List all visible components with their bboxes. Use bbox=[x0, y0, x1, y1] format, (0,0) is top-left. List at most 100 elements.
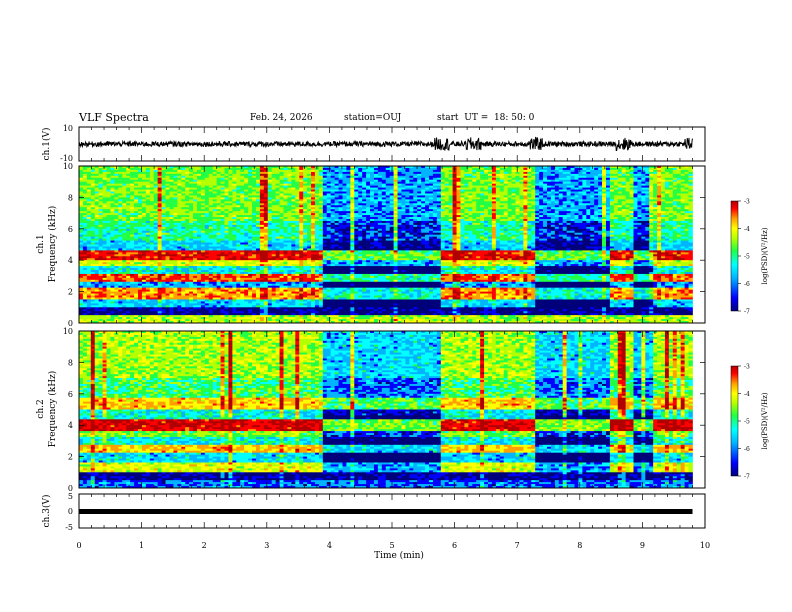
spectrogram-cell bbox=[212, 222, 217, 226]
spectrogram-cell bbox=[232, 167, 237, 171]
spectrogram-cell bbox=[602, 173, 607, 177]
spectrogram-cell bbox=[515, 195, 520, 198]
spectrogram-cell bbox=[173, 199, 178, 202]
spectrogram-cell bbox=[460, 187, 465, 190]
spectrogram-cell bbox=[546, 179, 552, 183]
spectrogram-cell bbox=[574, 195, 579, 198]
spectrogram-cell bbox=[425, 177, 430, 181]
spectrogram-cell bbox=[291, 189, 296, 192]
spectrogram-cell bbox=[586, 222, 591, 226]
spectrogram-cell bbox=[574, 197, 579, 200]
spectrogram-cell bbox=[546, 189, 552, 192]
spectrogram-cell bbox=[531, 171, 536, 175]
spectrogram-cell bbox=[574, 173, 579, 177]
spectrogram-cell bbox=[79, 185, 84, 188]
spectrogram-cell bbox=[495, 197, 501, 200]
spectrogram-cell bbox=[448, 166, 453, 169]
spectrogram-cell bbox=[185, 187, 190, 190]
spectrogram-cell bbox=[653, 205, 658, 208]
spectrogram-cell bbox=[299, 199, 304, 202]
spectrogram-cell bbox=[79, 222, 84, 226]
spectrogram-cell bbox=[535, 203, 540, 206]
spectrogram-cell bbox=[523, 185, 528, 188]
spectrogram-cell bbox=[645, 191, 650, 194]
spectrogram-cell bbox=[236, 203, 241, 206]
ch1-waveform-ylabel: ch.1(V) bbox=[41, 128, 52, 161]
spectrogram-cell bbox=[149, 199, 155, 202]
spectrogram-cell bbox=[299, 203, 304, 206]
spectrogram-cell bbox=[586, 195, 591, 198]
spectrogram-cell bbox=[574, 185, 579, 188]
spectrogram-cell bbox=[429, 193, 434, 196]
spectrogram-cell bbox=[417, 189, 422, 192]
spectrogram-cell bbox=[220, 169, 225, 173]
spectrogram-cell bbox=[523, 181, 528, 185]
spectrogram-cell bbox=[373, 193, 379, 196]
spectrogram-cell bbox=[169, 187, 174, 190]
spectrogram-cell bbox=[224, 203, 229, 206]
spectrogram-cell bbox=[468, 175, 473, 179]
spectrogram-cell bbox=[405, 193, 410, 196]
spectrogram-cell bbox=[641, 199, 646, 202]
spectrogram-cell bbox=[106, 181, 111, 185]
spectrogram-cell bbox=[421, 209, 426, 212]
spectrogram-cell bbox=[543, 169, 548, 173]
spectrogram-cell bbox=[480, 199, 485, 202]
spectrogram-cell bbox=[342, 191, 347, 194]
spectrogram-cell bbox=[472, 185, 477, 188]
spectrogram-cell bbox=[448, 205, 453, 208]
spectrogram-cell bbox=[196, 171, 202, 175]
spectrogram-cell bbox=[291, 209, 296, 212]
spectrogram-cell bbox=[535, 183, 540, 186]
spectrogram-cell bbox=[684, 177, 689, 181]
spectrogram-cell bbox=[444, 171, 450, 175]
spectrogram-cell bbox=[350, 173, 355, 177]
spectrogram-cell bbox=[153, 205, 158, 208]
spectrogram-cell bbox=[161, 185, 166, 188]
spectrogram-cell bbox=[535, 222, 540, 226]
spectrogram-cell bbox=[141, 191, 147, 194]
spectrogram-cell bbox=[507, 201, 512, 204]
spectrogram-cell bbox=[499, 175, 505, 179]
spectrogram-cell bbox=[86, 201, 92, 204]
spectrogram-cell bbox=[338, 207, 343, 210]
spectrogram-cell bbox=[421, 207, 426, 210]
spectrogram-cell bbox=[543, 189, 548, 192]
spectrogram-cell bbox=[263, 169, 269, 173]
spectrogram-cell bbox=[491, 189, 497, 192]
spectrogram-cell bbox=[330, 167, 335, 171]
spectrogram-cell bbox=[86, 177, 92, 181]
spectrogram-cell bbox=[220, 179, 225, 183]
spectrogram-cell bbox=[165, 173, 170, 177]
spectrogram-cell bbox=[491, 173, 497, 177]
spectrogram-cell bbox=[566, 175, 571, 179]
spectrogram-cell bbox=[252, 175, 257, 179]
spectrogram-cell bbox=[511, 205, 516, 208]
spectrogram-cell bbox=[464, 209, 469, 212]
spectrogram-cell bbox=[531, 222, 536, 226]
spectrogram-cell bbox=[464, 177, 469, 181]
spectrogram-cell bbox=[79, 166, 84, 169]
spectrogram-cell bbox=[106, 175, 111, 179]
spectrogram-cell bbox=[582, 173, 587, 177]
spectrogram-cell bbox=[499, 201, 505, 204]
spectrogram-cell bbox=[480, 169, 485, 173]
spectrogram-cell bbox=[295, 169, 300, 173]
spectrogram-cell bbox=[425, 203, 430, 206]
spectrogram-cell bbox=[487, 195, 493, 198]
spectrogram-cell bbox=[287, 193, 292, 196]
spectrogram-cell bbox=[303, 169, 308, 173]
spectrogram-cell bbox=[546, 173, 552, 177]
spectrogram-cell bbox=[220, 205, 225, 208]
spectrogram-cell bbox=[94, 187, 100, 190]
spectrogram-cell bbox=[220, 173, 225, 177]
spectrogram-cell bbox=[283, 197, 288, 200]
spectrogram-cell bbox=[491, 166, 497, 169]
spectrogram-cell bbox=[110, 167, 115, 171]
spectrogram-cell bbox=[291, 203, 296, 206]
spectrogram-cell bbox=[436, 167, 442, 171]
spectrogram-cell bbox=[484, 173, 489, 177]
spectrogram-cell bbox=[432, 205, 438, 208]
spectrogram-cell bbox=[633, 177, 638, 181]
spectrogram-cell bbox=[114, 207, 119, 210]
